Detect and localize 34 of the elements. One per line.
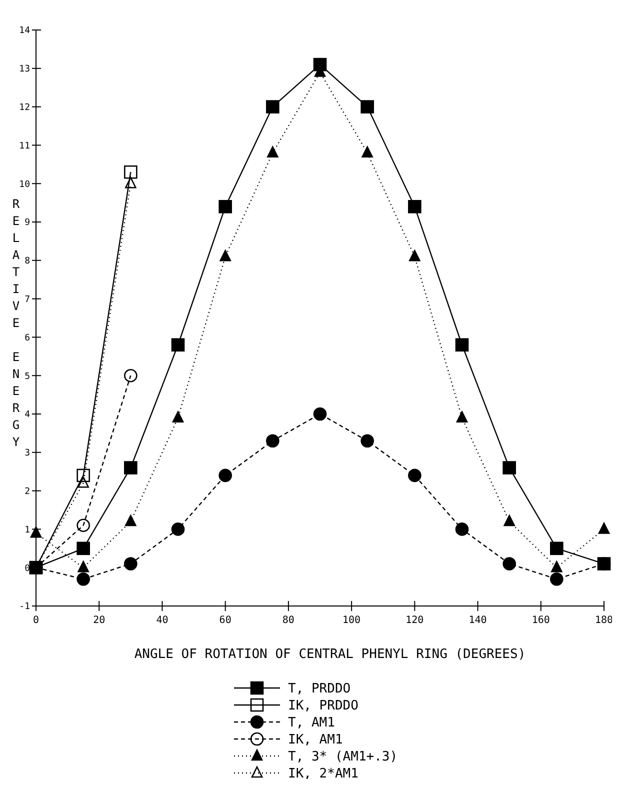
legend-label: IK, PRDDO bbox=[288, 698, 359, 714]
y-tick-label: 10 bbox=[19, 180, 30, 190]
x-tick-label: 180 bbox=[594, 615, 614, 626]
legend-label: T, 3* (AM1+.3) bbox=[288, 750, 398, 765]
y-tick-label: 5 bbox=[24, 372, 30, 382]
x-tick-label: 40 bbox=[156, 615, 168, 626]
x-tick-label: 0 bbox=[32, 615, 40, 626]
y-tick-label: 8 bbox=[24, 256, 30, 267]
y-tick-label: 11 bbox=[19, 141, 30, 152]
text: RELATIVE ENERGY bbox=[12, 197, 20, 449]
y-tick-label: 0 bbox=[24, 564, 30, 574]
y-tick-label: 13 bbox=[19, 64, 30, 75]
y-tick-label: 9 bbox=[24, 218, 30, 228]
legend-label: T, PRDDO bbox=[288, 682, 351, 697]
y-tick-label: 2 bbox=[24, 486, 30, 497]
y-tick-label: 6 bbox=[24, 333, 30, 344]
x-tick-label: 80 bbox=[282, 615, 294, 626]
x-tick-label: 160 bbox=[532, 615, 550, 626]
x-tick-label: 140 bbox=[468, 615, 487, 626]
y-tick-label: -1 bbox=[19, 602, 30, 612]
x-tick-label: 60 bbox=[219, 615, 232, 626]
legend-label: IK, 2*AM1 bbox=[288, 766, 358, 782]
y-tick-label: 7 bbox=[24, 294, 30, 305]
x-tick-label: 120 bbox=[406, 615, 424, 626]
x-tick-label: 20 bbox=[93, 615, 106, 626]
x-tick-label: 100 bbox=[342, 615, 361, 626]
legend-label: IK, AM1 bbox=[288, 732, 343, 748]
y-tick-label: 3 bbox=[24, 448, 30, 459]
x-axis-title: ANGLE OF ROTATION OF CENTRAL PHENYL RING (DEGREES) bbox=[134, 647, 526, 662]
y-tick-label: 1 bbox=[24, 525, 30, 536]
y-tick-label: 14 bbox=[19, 26, 30, 36]
y-tick-label: 12 bbox=[19, 102, 30, 113]
y-tick-label: 4 bbox=[24, 410, 30, 420]
legend-label: T, AM1 bbox=[288, 716, 335, 731]
